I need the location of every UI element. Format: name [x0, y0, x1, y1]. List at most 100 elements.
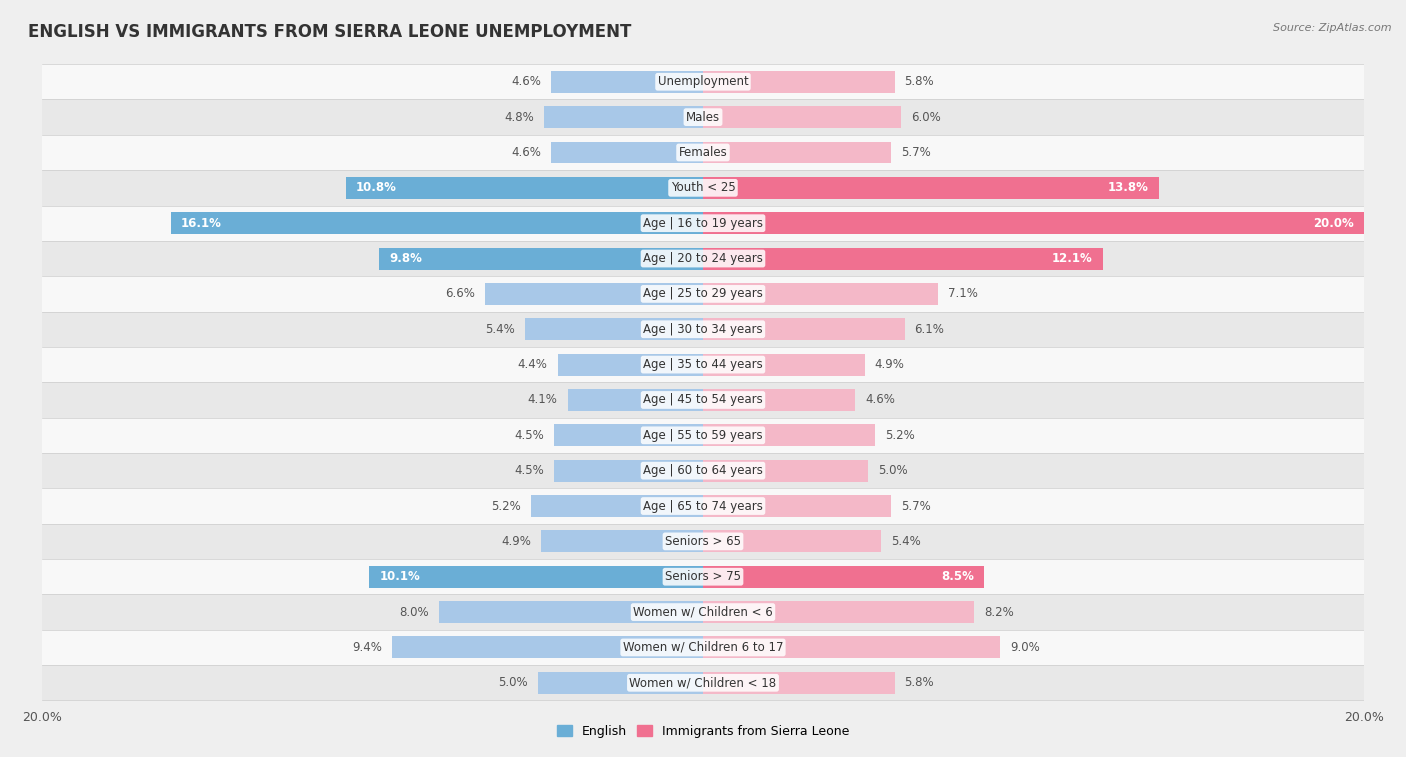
Text: 5.8%: 5.8%: [904, 676, 934, 690]
Text: 10.1%: 10.1%: [380, 570, 420, 583]
Text: 4.5%: 4.5%: [515, 464, 544, 477]
Text: Age | 55 to 59 years: Age | 55 to 59 years: [643, 428, 763, 442]
Text: 4.4%: 4.4%: [517, 358, 548, 371]
Bar: [703, 142, 891, 164]
Bar: [703, 637, 1001, 659]
Bar: [439, 601, 703, 623]
Text: 20.0%: 20.0%: [1313, 217, 1354, 229]
Text: 5.2%: 5.2%: [884, 428, 914, 442]
Text: ENGLISH VS IMMIGRANTS FROM SIERRA LEONE UNEMPLOYMENT: ENGLISH VS IMMIGRANTS FROM SIERRA LEONE …: [28, 23, 631, 41]
Text: 5.4%: 5.4%: [485, 322, 515, 336]
Bar: [42, 276, 1364, 312]
Bar: [703, 425, 875, 447]
Bar: [703, 531, 882, 553]
Bar: [703, 495, 891, 517]
Bar: [703, 459, 868, 481]
Bar: [554, 459, 703, 481]
Text: 5.0%: 5.0%: [498, 676, 527, 690]
Text: 9.8%: 9.8%: [389, 252, 422, 265]
Text: 5.0%: 5.0%: [879, 464, 908, 477]
Text: 4.9%: 4.9%: [875, 358, 904, 371]
Text: 6.6%: 6.6%: [446, 288, 475, 301]
Bar: [42, 312, 1364, 347]
Bar: [42, 382, 1364, 418]
Bar: [703, 283, 938, 305]
Bar: [42, 559, 1364, 594]
Bar: [703, 71, 894, 93]
Bar: [551, 142, 703, 164]
Bar: [703, 565, 984, 587]
Bar: [703, 212, 1364, 234]
Text: 5.8%: 5.8%: [904, 75, 934, 89]
Text: 7.1%: 7.1%: [948, 288, 977, 301]
Bar: [703, 248, 1102, 269]
Text: 6.0%: 6.0%: [911, 111, 941, 123]
Text: 10.8%: 10.8%: [356, 182, 396, 195]
Text: Age | 60 to 64 years: Age | 60 to 64 years: [643, 464, 763, 477]
Text: Females: Females: [679, 146, 727, 159]
Text: Unemployment: Unemployment: [658, 75, 748, 89]
Text: Age | 30 to 34 years: Age | 30 to 34 years: [643, 322, 763, 336]
Bar: [42, 241, 1364, 276]
Bar: [554, 425, 703, 447]
Text: Age | 65 to 74 years: Age | 65 to 74 years: [643, 500, 763, 512]
Bar: [551, 71, 703, 93]
Text: 8.2%: 8.2%: [984, 606, 1014, 618]
Bar: [346, 177, 703, 199]
Text: 4.5%: 4.5%: [515, 428, 544, 442]
Bar: [42, 205, 1364, 241]
Bar: [42, 347, 1364, 382]
Text: Age | 16 to 19 years: Age | 16 to 19 years: [643, 217, 763, 229]
Bar: [703, 672, 894, 693]
Text: 4.8%: 4.8%: [505, 111, 534, 123]
Text: 4.6%: 4.6%: [512, 146, 541, 159]
Text: 9.0%: 9.0%: [1011, 641, 1040, 654]
Text: 5.4%: 5.4%: [891, 535, 921, 548]
Text: 8.5%: 8.5%: [941, 570, 974, 583]
Bar: [380, 248, 703, 269]
Bar: [42, 488, 1364, 524]
Text: 5.7%: 5.7%: [901, 146, 931, 159]
Legend: English, Immigrants from Sierra Leone: English, Immigrants from Sierra Leone: [551, 720, 855, 743]
Text: Age | 45 to 54 years: Age | 45 to 54 years: [643, 394, 763, 407]
Bar: [172, 212, 703, 234]
Bar: [42, 524, 1364, 559]
Bar: [370, 565, 703, 587]
Text: Age | 25 to 29 years: Age | 25 to 29 years: [643, 288, 763, 301]
Bar: [42, 64, 1364, 99]
Bar: [42, 99, 1364, 135]
Bar: [703, 106, 901, 128]
Bar: [544, 106, 703, 128]
Text: Youth < 25: Youth < 25: [671, 182, 735, 195]
Text: Males: Males: [686, 111, 720, 123]
Text: Age | 35 to 44 years: Age | 35 to 44 years: [643, 358, 763, 371]
Text: Women w/ Children 6 to 17: Women w/ Children 6 to 17: [623, 641, 783, 654]
Text: Women w/ Children < 6: Women w/ Children < 6: [633, 606, 773, 618]
Text: Seniors > 65: Seniors > 65: [665, 535, 741, 548]
Text: 16.1%: 16.1%: [181, 217, 222, 229]
Text: 13.8%: 13.8%: [1108, 182, 1149, 195]
Bar: [531, 495, 703, 517]
Bar: [392, 637, 703, 659]
Bar: [42, 170, 1364, 205]
Bar: [42, 135, 1364, 170]
Bar: [703, 177, 1159, 199]
Text: 5.2%: 5.2%: [492, 500, 522, 512]
Bar: [485, 283, 703, 305]
Text: 12.1%: 12.1%: [1052, 252, 1092, 265]
Text: 4.6%: 4.6%: [512, 75, 541, 89]
Bar: [524, 318, 703, 340]
Bar: [537, 672, 703, 693]
Bar: [42, 594, 1364, 630]
Text: Source: ZipAtlas.com: Source: ZipAtlas.com: [1274, 23, 1392, 33]
Text: Seniors > 75: Seniors > 75: [665, 570, 741, 583]
Text: 4.1%: 4.1%: [527, 394, 558, 407]
Bar: [703, 354, 865, 375]
Bar: [703, 601, 974, 623]
Bar: [703, 318, 904, 340]
Text: 4.9%: 4.9%: [502, 535, 531, 548]
Bar: [568, 389, 703, 411]
Text: 9.4%: 9.4%: [353, 641, 382, 654]
Bar: [42, 665, 1364, 700]
Text: 4.6%: 4.6%: [865, 394, 894, 407]
